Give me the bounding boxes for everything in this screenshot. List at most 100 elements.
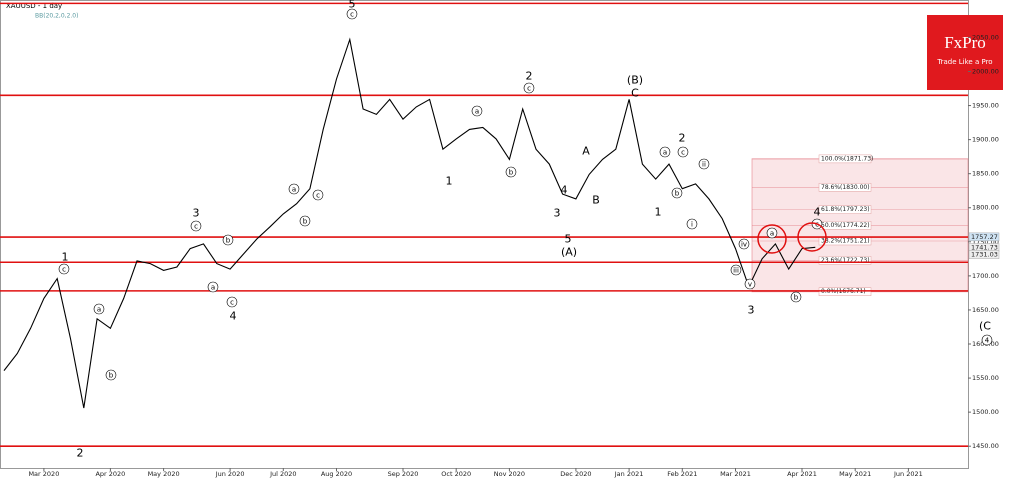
- y-tick-label: 1500.00: [972, 408, 999, 416]
- highlight-circle: [757, 224, 787, 254]
- wave-circle: [207, 281, 219, 293]
- x-tick-label: May 2021: [839, 470, 871, 478]
- y-tick-label: 1700.00: [972, 272, 999, 280]
- wave-label: 1: [446, 175, 453, 188]
- indicator-label: BB(20,2,0,2.0): [35, 13, 78, 20]
- wave-circle: [505, 166, 517, 178]
- wave-circle: [190, 220, 202, 232]
- wave-label: c: [230, 299, 234, 307]
- wave-label: a: [475, 108, 479, 116]
- wave-label: 5: [565, 233, 572, 246]
- wave-label: b: [303, 218, 308, 226]
- x-tick-label: May 2020: [148, 470, 180, 478]
- fib-label-box: [818, 256, 872, 265]
- wave-circle: [677, 146, 689, 158]
- price-tag: [968, 232, 1000, 242]
- x-tick-label: Nov 2020: [494, 470, 525, 478]
- wave-label: v: [748, 281, 752, 289]
- chart-title: XAUUSD - 1 day: [6, 2, 62, 10]
- y-tick-label: 1800.00: [972, 204, 999, 212]
- wave-label: 2: [526, 70, 533, 83]
- fib-label: 61.8%(1797.23): [821, 206, 870, 213]
- wave-label: 3: [748, 304, 755, 317]
- x-tick-label: Jul 2020: [269, 470, 296, 478]
- wave-label: 5: [349, 0, 356, 11]
- wave-label: B: [592, 194, 600, 207]
- plot-frame: [0, 0, 969, 469]
- wave-circle: [288, 183, 300, 195]
- wave-label: b: [675, 190, 680, 198]
- wave-label: 3: [554, 207, 561, 220]
- wave-label: b: [109, 372, 114, 380]
- wave-label: 1: [62, 251, 69, 264]
- x-tick-label: Mar 2020: [28, 470, 59, 478]
- wave-label: i: [691, 221, 693, 229]
- logo-box: [927, 15, 1003, 90]
- wave-label: A: [582, 145, 590, 158]
- wave-label: a: [211, 284, 215, 292]
- wave-label: a: [292, 186, 296, 194]
- y-tick-label: 1550.00: [972, 374, 999, 382]
- fib-label: 38.2%(1751.21): [821, 237, 870, 244]
- logo-tagline: Trade Like a Pro: [936, 58, 992, 66]
- wave-label: 4: [230, 310, 237, 323]
- wave-circle: [299, 215, 311, 227]
- wave-circle: [471, 105, 483, 117]
- wave-label: c: [62, 266, 66, 274]
- wave-label: iii: [733, 267, 739, 275]
- x-tick-label: Apr 2021: [787, 470, 817, 478]
- wave-circle: [93, 303, 105, 315]
- wave-label: b: [509, 169, 514, 177]
- wave-circle: [981, 334, 993, 346]
- wave-label: c: [527, 85, 531, 93]
- fib-label-box: [818, 154, 872, 164]
- wave-label: iv: [741, 241, 747, 249]
- fib-label: 100.0%(1871.73): [821, 155, 873, 162]
- y-tick-label: 1450.00: [972, 442, 999, 450]
- wave-label: b: [794, 294, 799, 302]
- wave-label: C: [631, 87, 639, 100]
- x-tick-label: Apr 2020: [95, 470, 125, 478]
- wave-circle: [659, 146, 671, 158]
- price-tag-label: 1757.27: [971, 233, 998, 241]
- wave-circle: [686, 218, 698, 230]
- price-tag: [968, 250, 1000, 259]
- wave-label: 1: [655, 206, 662, 219]
- wave-label: b: [226, 237, 231, 245]
- fib-label: 78.6%(1830.00): [821, 184, 870, 191]
- wave-circle: [105, 369, 117, 381]
- wave-label: (B): [627, 74, 643, 87]
- wave-circle: [766, 227, 778, 239]
- x-tick-label: Sep 2020: [388, 470, 419, 478]
- wave-label: (A): [561, 246, 577, 259]
- fib-label: 0.0%(1676.71): [821, 288, 866, 295]
- wave-label: (C: [979, 320, 991, 333]
- price-tag-label: 1731.03: [971, 251, 998, 259]
- wave-circle: [744, 278, 756, 290]
- wave-circle: [58, 263, 70, 275]
- fib-label-box: [818, 287, 872, 296]
- wave-label: ii: [702, 161, 706, 169]
- wave-circle: [730, 264, 742, 276]
- x-tick-label: Feb 2021: [667, 470, 697, 478]
- wave-label: 4: [985, 337, 990, 345]
- x-tick-label: Jun 2020: [215, 470, 245, 478]
- highlight-circle: [797, 222, 827, 252]
- y-tick-label: 2050.00: [972, 33, 999, 41]
- x-tick-label: Dec 2020: [560, 470, 591, 478]
- fib-label: 50.0%(1774.22): [821, 222, 870, 229]
- wave-label: 4: [814, 206, 821, 219]
- x-tick-label: Jan 2021: [614, 470, 644, 478]
- wave-circle: [523, 82, 535, 94]
- price-line: [3, 37, 816, 409]
- wave-label: c: [350, 11, 354, 19]
- wave-label: c: [194, 223, 198, 231]
- wave-circle: [312, 189, 324, 201]
- wave-circle: [790, 291, 802, 303]
- wave-label: 2: [77, 447, 84, 460]
- x-tick-label: Jun 2021: [893, 470, 923, 478]
- wave-circle: [671, 187, 683, 199]
- wave-circle: [226, 296, 238, 308]
